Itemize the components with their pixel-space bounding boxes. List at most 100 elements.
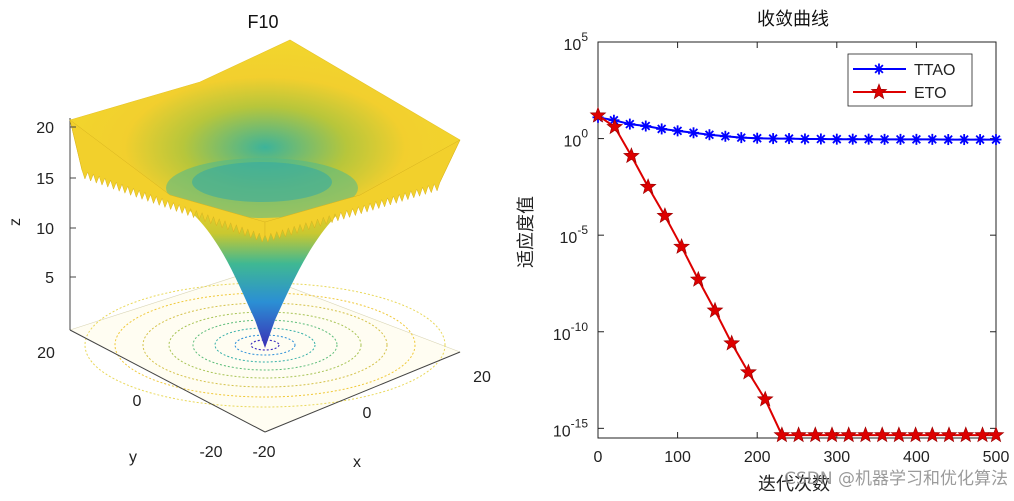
y-axis-line — [69, 329, 266, 433]
data-point-eto — [723, 334, 741, 351]
series-layer — [589, 106, 1005, 443]
data-point-ttao — [879, 133, 891, 145]
data-point-ttao — [815, 133, 827, 145]
y-axis-label: y — [129, 449, 137, 466]
data-point-ttao — [863, 133, 875, 145]
data-point-eto — [689, 270, 707, 287]
data-point-ttao — [767, 133, 779, 145]
data-point-ttao — [672, 125, 684, 137]
y-tick-label: 10-10 — [553, 320, 588, 344]
legend: TTAO ETO — [847, 53, 973, 107]
data-point-eto — [873, 426, 891, 443]
data-point-eto — [622, 147, 640, 164]
surface-plot: F10 20 — [7, 12, 491, 471]
data-point-eto — [923, 426, 941, 443]
z-tick-label: 20 — [36, 120, 54, 137]
y-tick-label: 100 — [564, 127, 589, 151]
data-point-ttao — [719, 130, 731, 142]
z-ticks: 20 15 10 5 — [36, 120, 76, 287]
data-point-ttao — [799, 133, 811, 145]
legend-marker-eto — [870, 83, 888, 100]
surface-funnel — [170, 195, 360, 348]
y-tick-label: 0 — [133, 393, 142, 410]
x-axis-label: x — [353, 454, 361, 471]
legend-label-ttao: TTAO — [914, 62, 955, 79]
data-point-eto — [840, 426, 858, 443]
data-point-eto — [773, 426, 791, 443]
data-point-ttao — [958, 134, 970, 146]
x-axis-line — [264, 351, 461, 433]
x-tick-label: 500 — [983, 449, 1010, 466]
legend-marker-ttao — [873, 63, 885, 75]
data-point-ttao — [656, 123, 668, 135]
legend-label-eto: ETO — [914, 85, 947, 102]
legend-marker-point — [873, 63, 885, 75]
x-tick-label: 200 — [744, 449, 771, 466]
y-ticks: 20 0 -20 — [37, 345, 223, 461]
data-point-eto — [890, 426, 908, 443]
watermark: CSDN @机器学习和优化算法 — [784, 469, 1008, 489]
data-point-eto — [706, 301, 724, 318]
legend-marker-point — [870, 83, 888, 100]
data-point-eto — [739, 363, 757, 380]
x-tick-label: 300 — [823, 449, 850, 466]
surface-front-edge-right — [264, 139, 461, 243]
data-point-ttao — [640, 120, 652, 132]
data-point-ttao — [735, 132, 747, 144]
data-point-ttao — [974, 134, 986, 146]
surface-title: F10 — [247, 12, 278, 32]
data-point-ttao — [688, 127, 700, 139]
bowl-inner — [192, 162, 332, 202]
z-axis-label: z — [7, 218, 24, 226]
data-point-eto — [589, 106, 607, 123]
data-point-ttao — [703, 129, 715, 141]
data-point-ttao — [783, 133, 795, 145]
data-point-ttao — [831, 133, 843, 145]
chart-x-axis-label: 迭代次数 — [758, 474, 830, 495]
y-tick-label: 10-5 — [560, 223, 589, 247]
x-tick-label: -20 — [252, 444, 275, 461]
y-tick-label: -20 — [199, 444, 222, 461]
z-tick-label: 15 — [36, 171, 54, 188]
x-tick-label: 400 — [903, 449, 930, 466]
data-point-eto — [639, 178, 657, 195]
data-point-eto — [823, 426, 841, 443]
data-point-eto — [656, 207, 674, 223]
chart-y-axis-label: 适应度值 — [516, 196, 537, 268]
data-point-eto — [756, 390, 774, 407]
data-point-ttao — [926, 133, 938, 145]
data-point-eto — [606, 118, 624, 135]
data-point-eto — [856, 426, 874, 443]
z-tick-label: 10 — [36, 221, 54, 238]
x-tick-label: 20 — [473, 369, 491, 386]
x-tick-label: 0 — [594, 449, 603, 466]
data-point-ttao — [624, 118, 636, 130]
data-point-eto — [940, 426, 958, 443]
data-point-ttao — [751, 132, 763, 144]
data-point-eto — [957, 426, 975, 443]
data-point-ttao — [990, 134, 1002, 146]
data-point-ttao — [847, 133, 859, 145]
data-point-ttao — [942, 134, 954, 146]
data-point-ttao — [894, 133, 906, 145]
data-point-eto — [673, 237, 691, 254]
legend-box — [847, 53, 973, 107]
x-ticks: -20 0 20 — [252, 369, 491, 461]
y-tick-label: 20 — [37, 345, 55, 362]
y-axis-ticks: 105 100 10-5 10-10 10-15 — [553, 30, 996, 440]
y-tick-label: 10-15 — [553, 416, 588, 440]
surface-front-edge-left — [69, 119, 266, 243]
z-tick-label: 5 — [45, 270, 54, 287]
y-tick-label: 105 — [564, 30, 589, 54]
x-tick-label: 100 — [664, 449, 691, 466]
data-point-eto — [907, 426, 925, 443]
chart-title: 收敛曲线 — [757, 9, 829, 30]
convergence-chart: 收敛曲线 105 100 10-5 10-10 10-15 0 100 200 300 400 5… — [516, 9, 1009, 495]
data-point-eto — [790, 426, 808, 443]
plot-area — [597, 41, 997, 439]
x-tick-label: 0 — [363, 405, 372, 422]
x-axis-ticks: 0 100 200 300 400 500 — [594, 42, 1010, 466]
data-point-eto — [987, 426, 1005, 443]
data-point-eto — [806, 426, 824, 443]
